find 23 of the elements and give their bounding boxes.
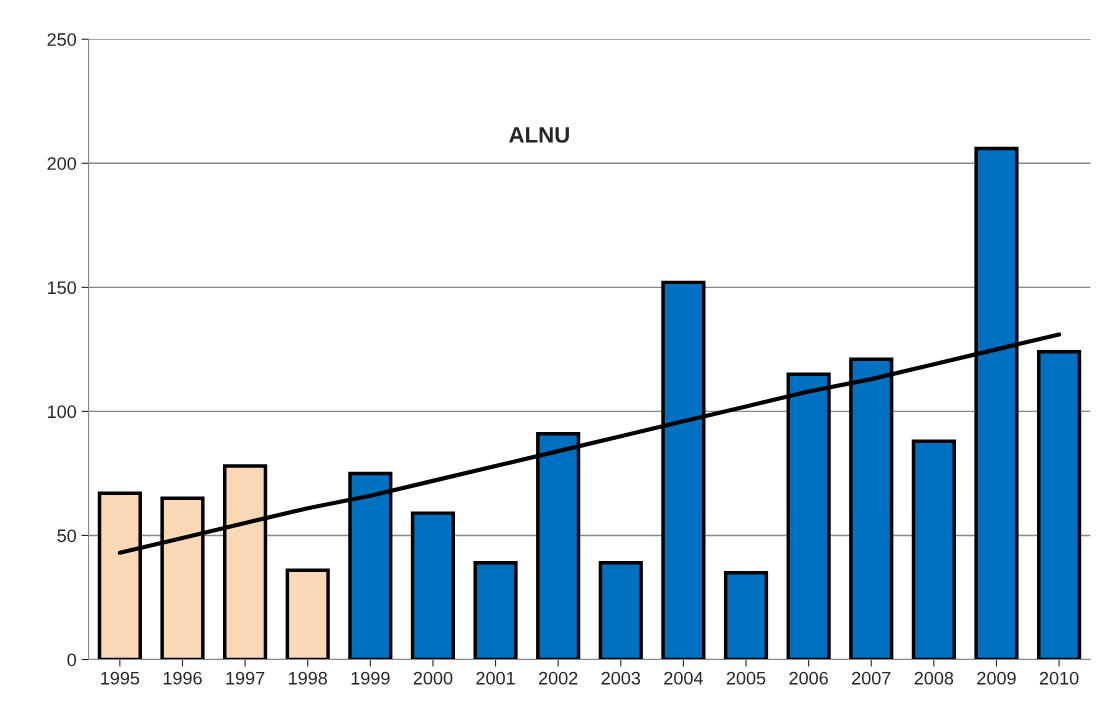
y-tick-label: 150 [48,281,77,295]
x-tick-label: 2005 [726,671,766,685]
y-tick-label: 200 [47,157,77,170]
x-tick-label: 2007 [852,671,891,685]
y-tick-label: 250 [47,33,77,46]
x-tick-label: 2002 [539,671,578,685]
x-tick-label: 2003 [601,671,641,685]
x-tick-label: 1995 [101,671,140,685]
y-tick-label: 100 [48,405,77,419]
text: ALNU [509,127,569,143]
x-tick-label: 1998 [289,671,328,685]
x-tick-label: 2004 [664,671,703,685]
x-tick-label: 2006 [789,671,828,685]
y-tick-label: 0 [67,653,77,667]
x-tick-label: 1996 [163,671,202,685]
x-tick-label: 2010 [1039,671,1079,685]
x-tick-label: 2009 [977,671,1016,685]
x-tick-label: 1999 [351,671,390,685]
x-tick-label: 2008 [914,671,954,685]
x-tick-label: 2001 [476,671,515,685]
x-tick-label: 2000 [413,671,453,685]
y-tick-label: 50 [57,529,77,543]
x-tick-label: 1997 [226,671,265,685]
